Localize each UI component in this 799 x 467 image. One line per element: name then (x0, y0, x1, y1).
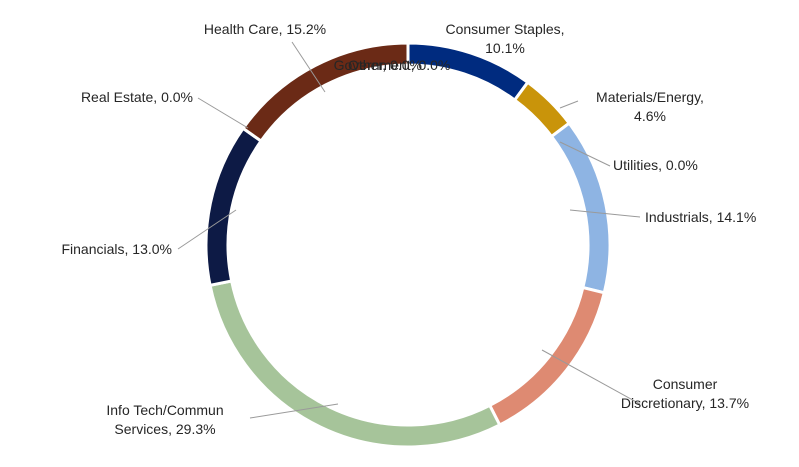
label-consumer-discretionary: Consumer Discretionary, 13.7% (621, 376, 749, 411)
leader-real-estate (197, 97, 249, 129)
slice-financials (204, 126, 264, 288)
leader-financials (177, 209, 237, 250)
label-utilities: Utilities, 0.0% (613, 157, 698, 173)
leader-materials-energy (559, 100, 579, 109)
slice-health-care (241, 41, 410, 144)
label-real-estate: Real Estate, 0.0% (81, 89, 193, 105)
label-consumer-staples: Consumer Staples, 10.1% (445, 21, 564, 56)
label-other: Other, 0.0% (348, 57, 422, 73)
label-materials-energy: Materials/Energy, 4.6% (596, 89, 704, 124)
donut-slices (204, 41, 612, 449)
label-info-tech-commun-services: Info Tech/Commun Services, 29.3% (106, 402, 223, 437)
leader-industrials (569, 209, 641, 218)
label-health-care: Health Care, 15.2% (204, 21, 326, 37)
leader-info-tech-commun-services (249, 403, 339, 419)
slice-consumer-discretionary (487, 285, 607, 428)
slice-info-tech-commun-services (208, 279, 502, 449)
leader-lines (177, 41, 641, 419)
leader-utilities (559, 141, 611, 167)
leader-health-care (291, 41, 326, 93)
slice-labels: Consumer Staples, 10.1% Materials/Energy, 4… (61, 21, 756, 437)
label-financials: Financials, 13.0% (61, 241, 172, 257)
slice-industrials (549, 121, 612, 295)
label-government: Government, 0.0% (334, 57, 451, 73)
leader-consumer-discretionary (541, 349, 641, 405)
label-industrials: Industrials, 14.1% (645, 209, 756, 225)
